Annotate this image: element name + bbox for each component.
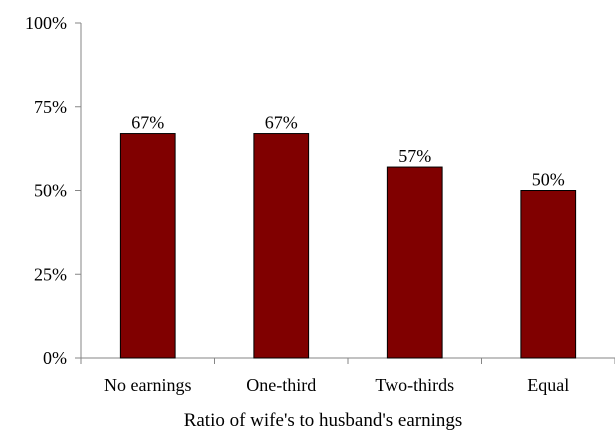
- data-label: 57%: [398, 146, 431, 166]
- y-tick-label: 50%: [34, 181, 67, 201]
- bar: [386, 166, 443, 359]
- data-label: 50%: [532, 170, 565, 190]
- data-label: 67%: [265, 113, 298, 133]
- x-tick-label: No earnings: [104, 375, 191, 395]
- y-tick-label: 100%: [25, 13, 67, 33]
- y-tick-label: 25%: [34, 264, 67, 284]
- bars: [119, 133, 577, 359]
- x-tick-label: Equal: [527, 375, 569, 395]
- y-tick-label: 0%: [43, 348, 67, 368]
- x-axis-title: Ratio of wife's to husband's earnings: [184, 410, 463, 431]
- y-axis: 0% 25% 50% 75% 100%: [25, 13, 82, 368]
- data-labels: 67% 67% 57% 50%: [131, 113, 565, 190]
- x-tick-label: One-third: [246, 375, 316, 395]
- y-tick-label: 75%: [34, 97, 67, 117]
- x-axis: No earnings One-third Two-thirds Equal: [80, 357, 615, 395]
- bar: [253, 133, 310, 359]
- bar: [119, 133, 176, 359]
- data-label: 67%: [131, 113, 164, 133]
- bar: [520, 190, 577, 359]
- x-tick-label: Two-thirds: [375, 375, 454, 395]
